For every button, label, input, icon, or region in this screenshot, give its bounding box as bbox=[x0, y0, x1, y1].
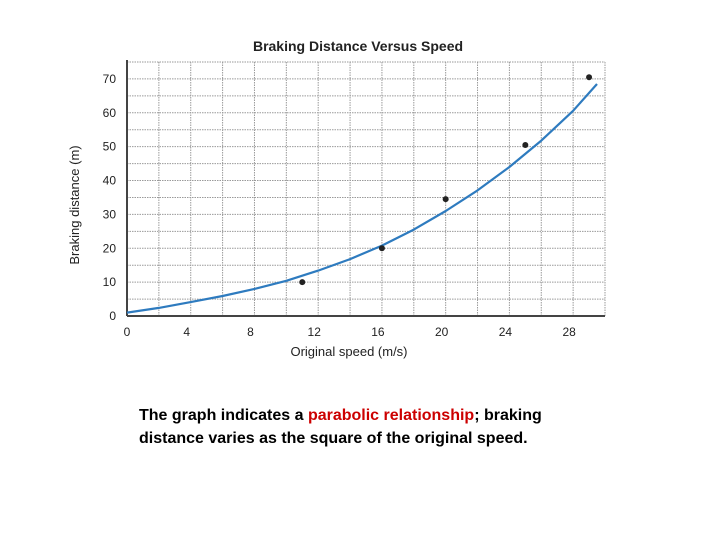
x-tick-label: 8 bbox=[247, 325, 254, 339]
x-tick-label: 28 bbox=[562, 325, 576, 339]
y-tick-label: 30 bbox=[103, 207, 117, 221]
data-point bbox=[442, 196, 449, 203]
x-tick-label: 4 bbox=[183, 325, 190, 339]
caption: The graph indicates a parabolic relation… bbox=[139, 404, 609, 450]
y-axis-label: Braking distance (m) bbox=[67, 145, 82, 264]
chart-title: Braking Distance Versus Speed bbox=[253, 38, 463, 54]
caption-text-after: ; braking distance varies as the square … bbox=[139, 407, 542, 447]
chart: Braking Distance Versus Speed 0 4 8 12 16 20 2… bbox=[67, 38, 606, 359]
x-tick-label: 24 bbox=[499, 325, 513, 339]
x-axis-label: Original speed (m/s) bbox=[290, 344, 407, 359]
caption-text-before: The graph indicates a bbox=[139, 407, 308, 424]
x-tick-label: 12 bbox=[308, 325, 322, 339]
chart-axes bbox=[126, 60, 605, 317]
y-tick-label: 10 bbox=[103, 275, 117, 289]
y-tick-label: 70 bbox=[103, 72, 117, 86]
tick-labels: 0 4 8 12 16 20 24 28 0 10 20 30 40 50 60 70 bbox=[103, 72, 576, 339]
data-point bbox=[522, 141, 529, 148]
chart-grid bbox=[126, 61, 606, 317]
fit-curve-line bbox=[126, 83, 598, 314]
y-tick-label: 60 bbox=[103, 106, 117, 120]
data-point bbox=[299, 279, 306, 286]
y-tick-label: 20 bbox=[103, 241, 117, 255]
caption-highlight: parabolic relationship bbox=[307, 407, 475, 424]
x-tick-label: 20 bbox=[435, 325, 449, 339]
chart-series bbox=[126, 74, 598, 314]
x-tick-label: 0 bbox=[124, 325, 131, 339]
y-tick-label: 0 bbox=[109, 309, 116, 323]
data-point bbox=[378, 245, 385, 252]
x-tick-label: 16 bbox=[371, 325, 385, 339]
y-tick-label: 40 bbox=[103, 174, 117, 188]
data-point bbox=[586, 74, 593, 81]
y-tick-label: 50 bbox=[103, 140, 117, 154]
